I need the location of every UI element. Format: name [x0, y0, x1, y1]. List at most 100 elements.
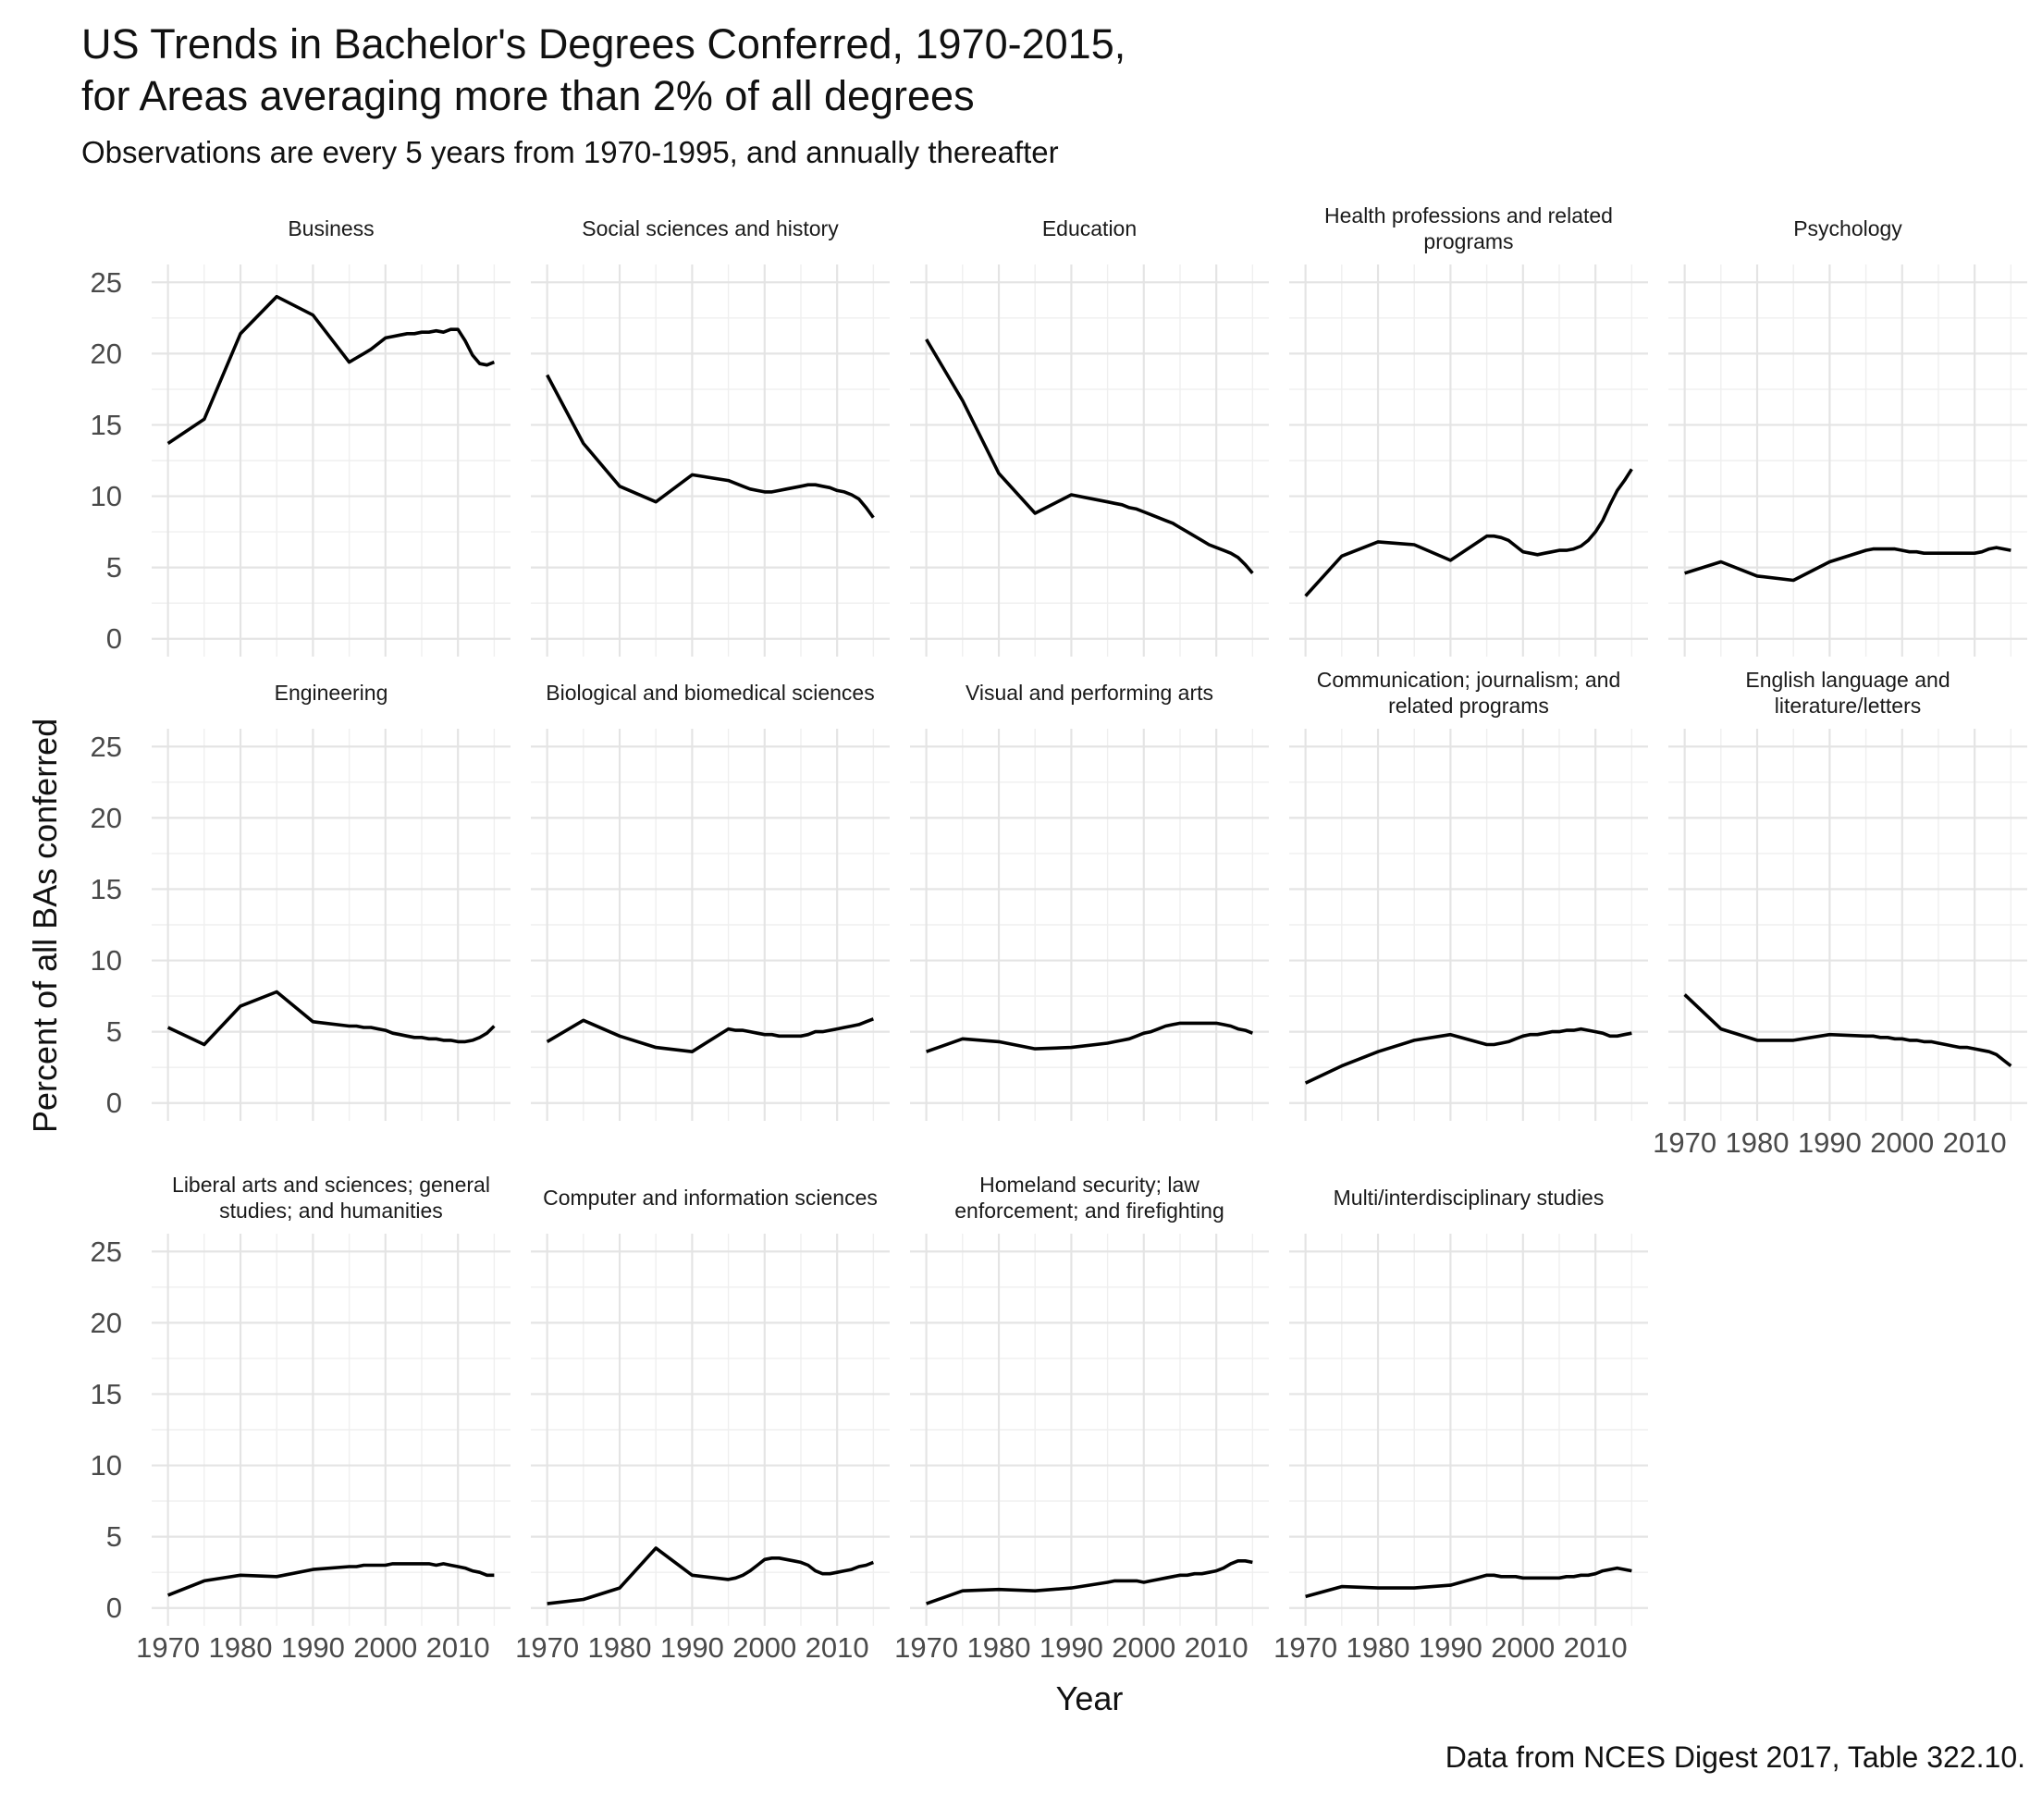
facet-plot [1289, 264, 1648, 657]
x-axis-ticks: 1970 1980 1990 2000 2010 [1273, 1626, 1648, 1666]
y-tick-labels: 25 20 15 10 5 0 [67, 264, 131, 657]
y-tick-label: 15 [90, 873, 122, 906]
x-axis-title: Year [1055, 1679, 1124, 1717]
x-tick-label: 1980 [208, 1630, 273, 1664]
y-axis-ticks: 25 20 15 10 5 0 [67, 657, 131, 1162]
y-tick-label: 0 [105, 1087, 122, 1120]
y-tick-label: 5 [105, 1520, 122, 1554]
empty-facet-slot [1668, 1162, 2027, 1666]
x-tick-label: 1990 [1418, 1630, 1482, 1664]
x-tick-label: 2010 [805, 1630, 869, 1664]
facet-strip-title: Visual and performing arts [965, 680, 1214, 705]
x-tick-label: 1970 [1653, 1125, 1717, 1159]
facet-plot [152, 1233, 511, 1626]
x-tick-label: 1990 [659, 1630, 724, 1664]
x-tick-label: 1980 [587, 1630, 652, 1664]
data-line [166, 294, 496, 445]
y-tick-label: 5 [105, 551, 122, 584]
data-line [926, 1558, 1253, 1605]
facet-plot [531, 264, 890, 657]
facet-plot [152, 264, 511, 657]
x-tick-label: 2010 [1184, 1630, 1249, 1664]
y-tick-label: 20 [90, 1306, 122, 1339]
facet-strip-title: Homeland security; law enforcement; and … [954, 1172, 1224, 1223]
y-tick-labels: 25 20 15 10 5 0 [67, 1234, 131, 1626]
y-tick-labels: 25 20 15 10 5 0 [67, 729, 131, 1121]
facet-panel: English language and literature/letters 1… [1653, 657, 2027, 1162]
y-tick-label: 5 [105, 1015, 122, 1049]
facet-strip-title: Computer and information sciences [543, 1185, 878, 1210]
x-tick-label: 1970 [515, 1630, 580, 1664]
facet-strip-title: Multi/interdisciplinary studies [1333, 1185, 1605, 1210]
facet-plot [1289, 728, 1648, 1121]
data-line [546, 374, 875, 519]
x-tick-label: 2010 [1942, 1125, 2007, 1159]
data-line [547, 1545, 875, 1605]
x-tick-label: 1990 [280, 1630, 345, 1664]
data-line [1304, 467, 1633, 597]
facet-plot [531, 728, 890, 1121]
x-tick-label: 1980 [966, 1630, 1031, 1664]
facet-strip-title: Social sciences and history [582, 215, 839, 240]
x-tick-label: 2010 [425, 1630, 490, 1664]
facet-panel: Business [152, 192, 511, 657]
facet-panel: Biological and biomedical sciences [531, 657, 890, 1162]
y-axis-title: Percent of all BAs conferred [26, 718, 64, 1133]
facet-strip-title: Engineering [274, 680, 388, 705]
x-tick-label: 1990 [1039, 1630, 1103, 1664]
facet-plot [910, 1233, 1269, 1626]
facet-strip-title: English language and literature/letters [1745, 667, 1950, 718]
data-line [926, 1021, 1254, 1053]
y-tick-label: 20 [90, 337, 122, 370]
x-tick-label: 2010 [1563, 1630, 1628, 1664]
strip-spacer [67, 192, 131, 264]
y-tick-label: 0 [105, 1592, 122, 1625]
facet-plot [1668, 264, 2027, 657]
x-tick-label: 2000 [732, 1630, 797, 1664]
facet-grid-area: 25 20 15 10 5 0 Business Social sciences and hi… [67, 192, 2042, 1775]
x-axis-ticks: 1970 1980 1990 2000 2010 [1653, 1121, 2027, 1162]
y-tick-label: 20 [90, 801, 122, 834]
y-tick-label: 10 [90, 1449, 122, 1482]
data-line [546, 1016, 874, 1053]
data-line [1305, 1566, 1632, 1598]
facet-plot [910, 728, 1269, 1121]
y-tick-label: 10 [90, 480, 122, 513]
x-tick-label: 1970 [894, 1630, 959, 1664]
facet-strip-title: Education [1041, 215, 1138, 240]
facet-strip-title: Liberal arts and sciences; general studi… [172, 1172, 490, 1223]
y-tick-label: 25 [90, 265, 122, 299]
x-axis-ticks: 1970 1980 1990 2000 2010 [894, 1626, 1269, 1666]
strip-spacer [67, 1162, 131, 1234]
y-tick-label: 0 [105, 622, 122, 656]
facet-panel: Engineering [152, 657, 511, 1162]
facet-strip-title: Business [288, 215, 375, 240]
x-tick-label: 1970 [1273, 1630, 1338, 1664]
facet-panel: Multi/interdisciplinary studies 1970 1980 1… [1273, 1162, 1648, 1666]
facet-panel: Visual and performing arts [910, 657, 1269, 1162]
y-tick-label: 10 [90, 944, 122, 978]
y-axis-ticks: 25 20 15 10 5 0 [67, 192, 131, 657]
data-line [1304, 1027, 1632, 1085]
facet-panel: Homeland security; law enforcement; and … [894, 1162, 1269, 1666]
facet-strip-title: Biological and biomedical sciences [546, 680, 875, 705]
x-tick-label: 2000 [1870, 1125, 1935, 1159]
y-tick-label: 25 [90, 1235, 122, 1268]
facet-plot [910, 264, 1269, 657]
data-line [925, 338, 1254, 574]
facet-strip-title: Communication; journalism; and related p… [1316, 667, 1621, 718]
x-tick-label: 1970 [136, 1630, 201, 1664]
chart-title: US Trends in Bachelor's Degrees Conferre… [81, 20, 1126, 119]
facet-panel: Education [910, 192, 1269, 657]
facet-panel: Health professions and related programs [1289, 192, 1648, 657]
x-tick-label: 2000 [1491, 1630, 1556, 1664]
chart-header: US Trends in Bachelor's Degrees Conferre… [81, 18, 2042, 170]
x-axis-ticks: 1970 1980 1990 2000 2010 [515, 1626, 890, 1666]
data-line [1683, 992, 2012, 1067]
facet-strip-title: Psychology [1793, 215, 1902, 240]
x-axis-ticks: 1970 1980 1990 2000 2010 [136, 1626, 511, 1666]
y-axis-ticks: 25 20 15 10 5 0 [67, 1162, 131, 1666]
chart-subtitle: Observations are every 5 years from 1970… [81, 134, 1059, 169]
x-tick-label: 1980 [1346, 1630, 1410, 1664]
facet-panel: Social sciences and history [531, 192, 890, 657]
